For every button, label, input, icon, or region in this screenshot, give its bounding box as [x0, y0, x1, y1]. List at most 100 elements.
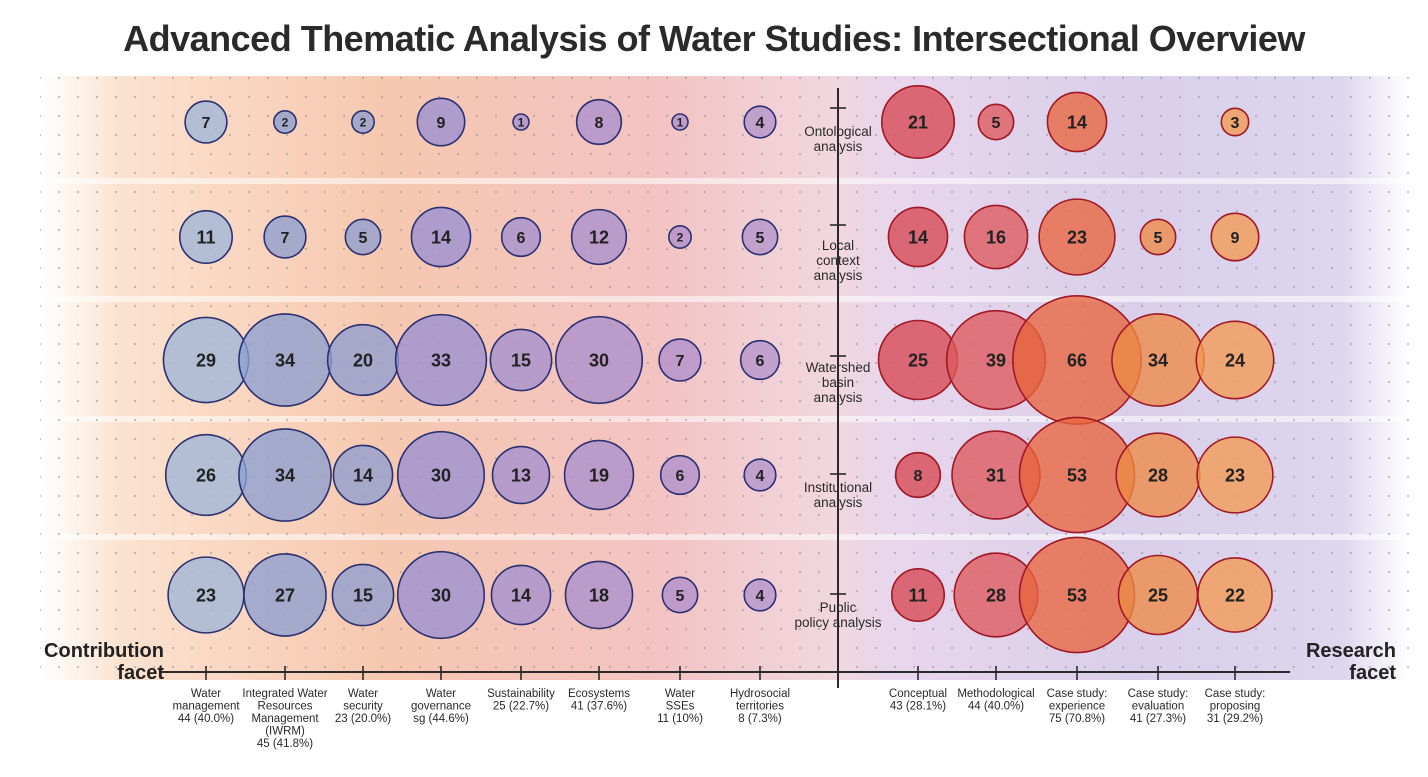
bubble-value-label: 1 — [518, 115, 525, 129]
bubble — [554, 315, 644, 405]
bubble-value-label: 14 — [511, 585, 531, 605]
bubble — [491, 445, 551, 505]
bubble-value-label: 20 — [353, 350, 373, 370]
bubble-value-label: 29 — [196, 350, 216, 370]
bubble-value-label: 4 — [756, 468, 765, 485]
column-label: Water SSEs 11 (10%) — [657, 688, 703, 725]
bubble-value-label: 9 — [437, 115, 446, 132]
bubble-value-label: 2 — [360, 115, 367, 129]
column-label: Ecosystems 41 (37.6%) — [568, 688, 630, 713]
bubble-value-label: 5 — [676, 588, 685, 605]
column-label: Conceptual 43 (28.1%) — [889, 688, 947, 713]
bubble-value-label: 24 — [1225, 350, 1245, 370]
column-label: Water security 23 (20.0%) — [335, 688, 391, 725]
row-label: Watershed basin analysis — [806, 360, 871, 405]
bubble — [184, 100, 228, 144]
bubble — [963, 204, 1029, 270]
bubble — [1195, 320, 1275, 400]
bubble — [668, 225, 692, 249]
bubble-value-label: 18 — [589, 585, 609, 605]
bubble-value-label: 2 — [677, 230, 684, 244]
bubble — [563, 439, 635, 511]
bubble-value-label: 4 — [756, 115, 765, 132]
bubble — [1197, 557, 1273, 633]
bubble — [512, 113, 530, 131]
bubble — [890, 567, 946, 623]
bubble-value-label: 14 — [353, 465, 373, 485]
bubble-value-label: 14 — [908, 227, 928, 247]
bubble-value-label: 34 — [275, 465, 295, 485]
bubble — [344, 218, 382, 256]
bubble — [671, 113, 689, 131]
bubble-value-label: 53 — [1067, 585, 1087, 605]
bubble — [659, 454, 701, 496]
bubble-value-label: 6 — [676, 468, 685, 485]
bubble-value-label: 19 — [589, 465, 609, 485]
bubble-value-label: 6 — [517, 230, 526, 247]
bubble-value-label: 23 — [1225, 465, 1245, 485]
bubble — [489, 328, 553, 392]
bubble-value-label: 9 — [1231, 230, 1240, 247]
column-label: Integrated Water Resources Management (IWRM… — [242, 688, 327, 750]
contribution-facet-label: Contribution facet — [44, 640, 164, 684]
bubble — [658, 338, 702, 382]
bubble — [1046, 91, 1108, 153]
research-facet-line-2: facet — [1349, 662, 1396, 684]
bubble-value-label: 1 — [677, 115, 684, 129]
bubble-value-label: 22 — [1225, 585, 1245, 605]
row-label: Local context analysis — [814, 238, 863, 283]
row-label: Institutional analysis — [804, 480, 872, 510]
bubble — [410, 206, 472, 268]
bubble — [743, 458, 777, 492]
bubble — [351, 110, 375, 134]
column-label: Water management 44 (40.0%) — [172, 688, 240, 725]
bubble-value-label: 14 — [431, 227, 451, 247]
bubble-value-label: 8 — [914, 468, 923, 485]
column-label: Water governance sg (44.6%) — [411, 688, 471, 725]
bubble-value-label: 5 — [756, 230, 765, 247]
research-facet-line-1: Research — [1305, 640, 1396, 662]
bubble-value-label: 5 — [359, 230, 368, 247]
bubble-value-label: 4 — [756, 588, 765, 605]
bubble — [396, 550, 486, 640]
bubble — [273, 110, 297, 134]
bubble — [238, 428, 332, 522]
column-label: Hydrosocial territories 8 (7.3%) — [730, 688, 790, 725]
bubble-value-label: 6 — [756, 353, 765, 370]
bubble — [490, 564, 552, 626]
bubble-value-label: 7 — [202, 115, 211, 132]
bubble-value-label: 12 — [589, 227, 609, 247]
bubble-value-label: 11 — [196, 227, 215, 247]
bubble-value-label: 25 — [908, 350, 928, 370]
bubble-value-label: 14 — [1067, 112, 1087, 132]
bubble-value-label: 15 — [511, 350, 531, 370]
bubble — [331, 563, 395, 627]
column-label: Sustainability 25 (22.7%) — [487, 688, 555, 713]
column-label: Methodological 44 (40.0%) — [957, 688, 1034, 713]
bubble-value-label: 66 — [1067, 350, 1087, 370]
bubble — [743, 578, 777, 612]
bubble — [661, 576, 699, 614]
bubble-value-label: 11 — [908, 585, 927, 605]
bubble — [332, 444, 394, 506]
bubble — [1038, 198, 1116, 276]
bubble-value-label: 16 — [986, 227, 1006, 247]
bubble-value-label: 30 — [431, 465, 451, 485]
bubble — [1139, 218, 1177, 256]
bubble — [178, 209, 234, 265]
bubble-value-label: 26 — [196, 465, 216, 485]
bubble — [396, 430, 486, 520]
bubble — [1210, 212, 1260, 262]
bubble-value-label: 27 — [275, 585, 295, 605]
contribution-facet-line-1: Contribution — [44, 640, 164, 662]
bubble-value-label: 23 — [1067, 227, 1087, 247]
bubble — [894, 451, 942, 499]
research-facet-label: Research facet — [1296, 640, 1396, 684]
bubble — [575, 98, 623, 146]
bubble — [880, 84, 956, 160]
bubble-value-label: 30 — [431, 585, 451, 605]
bubble-value-label: 33 — [431, 350, 451, 370]
bubble — [394, 313, 488, 407]
bubble — [416, 97, 466, 147]
